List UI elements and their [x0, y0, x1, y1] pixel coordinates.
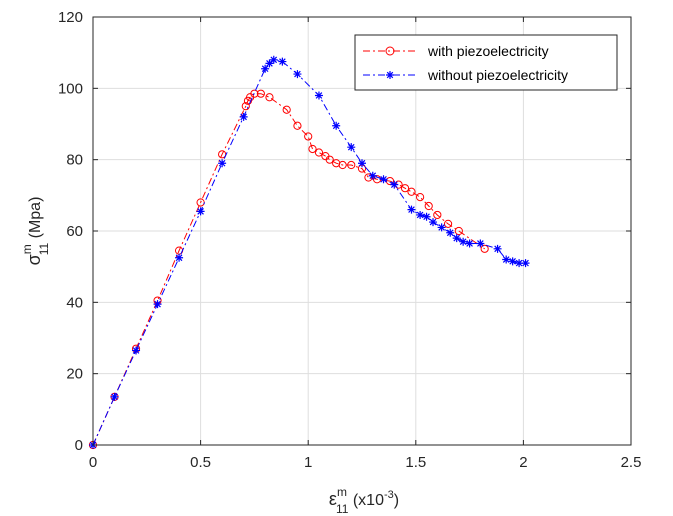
data-point — [308, 144, 317, 154]
y-tick-label: 60 — [66, 223, 83, 240]
y-tick-label: 80 — [66, 152, 83, 169]
data-point — [265, 59, 274, 68]
y-axis-superscript: m — [20, 244, 34, 254]
data-point — [278, 57, 287, 66]
data-point — [196, 207, 205, 216]
series-without-piezoelectricity — [89, 55, 530, 449]
data-point — [250, 89, 259, 98]
data-point — [269, 55, 278, 64]
y-axis-subscript: 11 — [37, 243, 51, 256]
y-tick-label: 120 — [58, 9, 83, 26]
data-point — [347, 160, 356, 170]
data-point — [437, 223, 446, 232]
data-point — [153, 300, 162, 309]
data-point — [368, 171, 377, 180]
data-point — [304, 132, 313, 141]
x-axis-unit-prefix: (x10 — [348, 492, 384, 509]
data-point — [347, 143, 356, 152]
data-point — [293, 70, 302, 79]
data-point — [261, 64, 270, 73]
data-point — [476, 239, 485, 248]
data-point — [502, 255, 511, 264]
data-point — [293, 121, 302, 130]
data-point — [443, 219, 453, 228]
data-point — [241, 102, 250, 111]
data-point — [480, 244, 489, 253]
data-point — [407, 205, 416, 214]
x-tick-label: 1.5 — [405, 454, 426, 471]
data-point — [454, 226, 463, 236]
data-point — [452, 234, 461, 243]
data-point — [332, 121, 341, 130]
data-point — [407, 187, 416, 196]
data-point — [422, 212, 431, 221]
x-axis-unit-suffix: ) — [394, 492, 399, 509]
data-point — [424, 201, 433, 211]
legend-label-without-piezoelectricity: without piezoelectricity — [427, 67, 568, 83]
data-point — [521, 259, 530, 268]
legend-item-without-piezoelectricity: without piezoelectricity — [363, 67, 568, 83]
data-point — [265, 93, 274, 102]
x-axis-superscript: m — [337, 485, 347, 499]
legend-star-marker — [386, 71, 394, 79]
data-point — [379, 175, 388, 184]
legend-label-with-piezoelectricity: with piezoelectricity — [427, 43, 549, 59]
y-tick-label: 20 — [66, 366, 83, 383]
series-layer — [88, 55, 530, 450]
legend: with piezoelectricity without piezoelect… — [354, 34, 618, 91]
data-point — [314, 148, 324, 157]
y-tick-label: 40 — [66, 294, 83, 311]
data-point — [493, 244, 502, 253]
legend-circle-marker — [385, 46, 395, 56]
y-tick-label: 100 — [58, 80, 83, 97]
legend-item-with-piezoelectricity: with piezoelectricity — [363, 43, 549, 59]
data-point — [175, 253, 184, 262]
data-point — [358, 159, 366, 168]
y-axis-unit: (Mpa) — [27, 197, 44, 243]
data-point — [218, 159, 227, 168]
data-point — [400, 184, 410, 193]
y-tick-label: 0 — [75, 437, 83, 454]
data-point — [515, 259, 524, 268]
x-tick-label: 2 — [519, 454, 527, 471]
x-tick-label: 1 — [304, 454, 312, 471]
x-tick-label: 0.5 — [190, 454, 211, 471]
data-point — [256, 89, 265, 98]
legend-box — [354, 34, 618, 91]
data-point — [110, 392, 119, 401]
data-point — [433, 210, 442, 220]
x-axis-unit-exponent: -3 — [384, 489, 394, 501]
data-point — [390, 180, 399, 189]
y-axis-symbol: σ — [24, 254, 44, 265]
data-point — [446, 228, 455, 237]
data-point — [465, 239, 474, 248]
y-axis-label: σm 11 (Mpa) — [20, 197, 51, 266]
data-point — [314, 91, 323, 100]
data-point — [325, 155, 334, 164]
data-point — [364, 173, 373, 182]
data-point — [459, 237, 468, 246]
data-point — [239, 112, 248, 121]
data-point — [508, 257, 517, 266]
x-axis-subscript: 11 — [336, 502, 349, 516]
x-axis-symbol: ε — [329, 489, 337, 509]
data-point — [132, 346, 141, 355]
x-axis-label: εm 11 (x10-3) — [329, 485, 399, 516]
data-point — [416, 210, 425, 219]
x-tick-label: 2.5 — [621, 454, 642, 471]
data-point — [416, 193, 425, 202]
x-tick-label: 0 — [89, 454, 97, 471]
data-point — [429, 218, 438, 227]
ticks: 0 0.5 1 1.5 2 2.5 0 20 40 60 80 100 120 — [58, 9, 641, 471]
data-point — [282, 105, 291, 114]
data-point — [338, 160, 347, 170]
